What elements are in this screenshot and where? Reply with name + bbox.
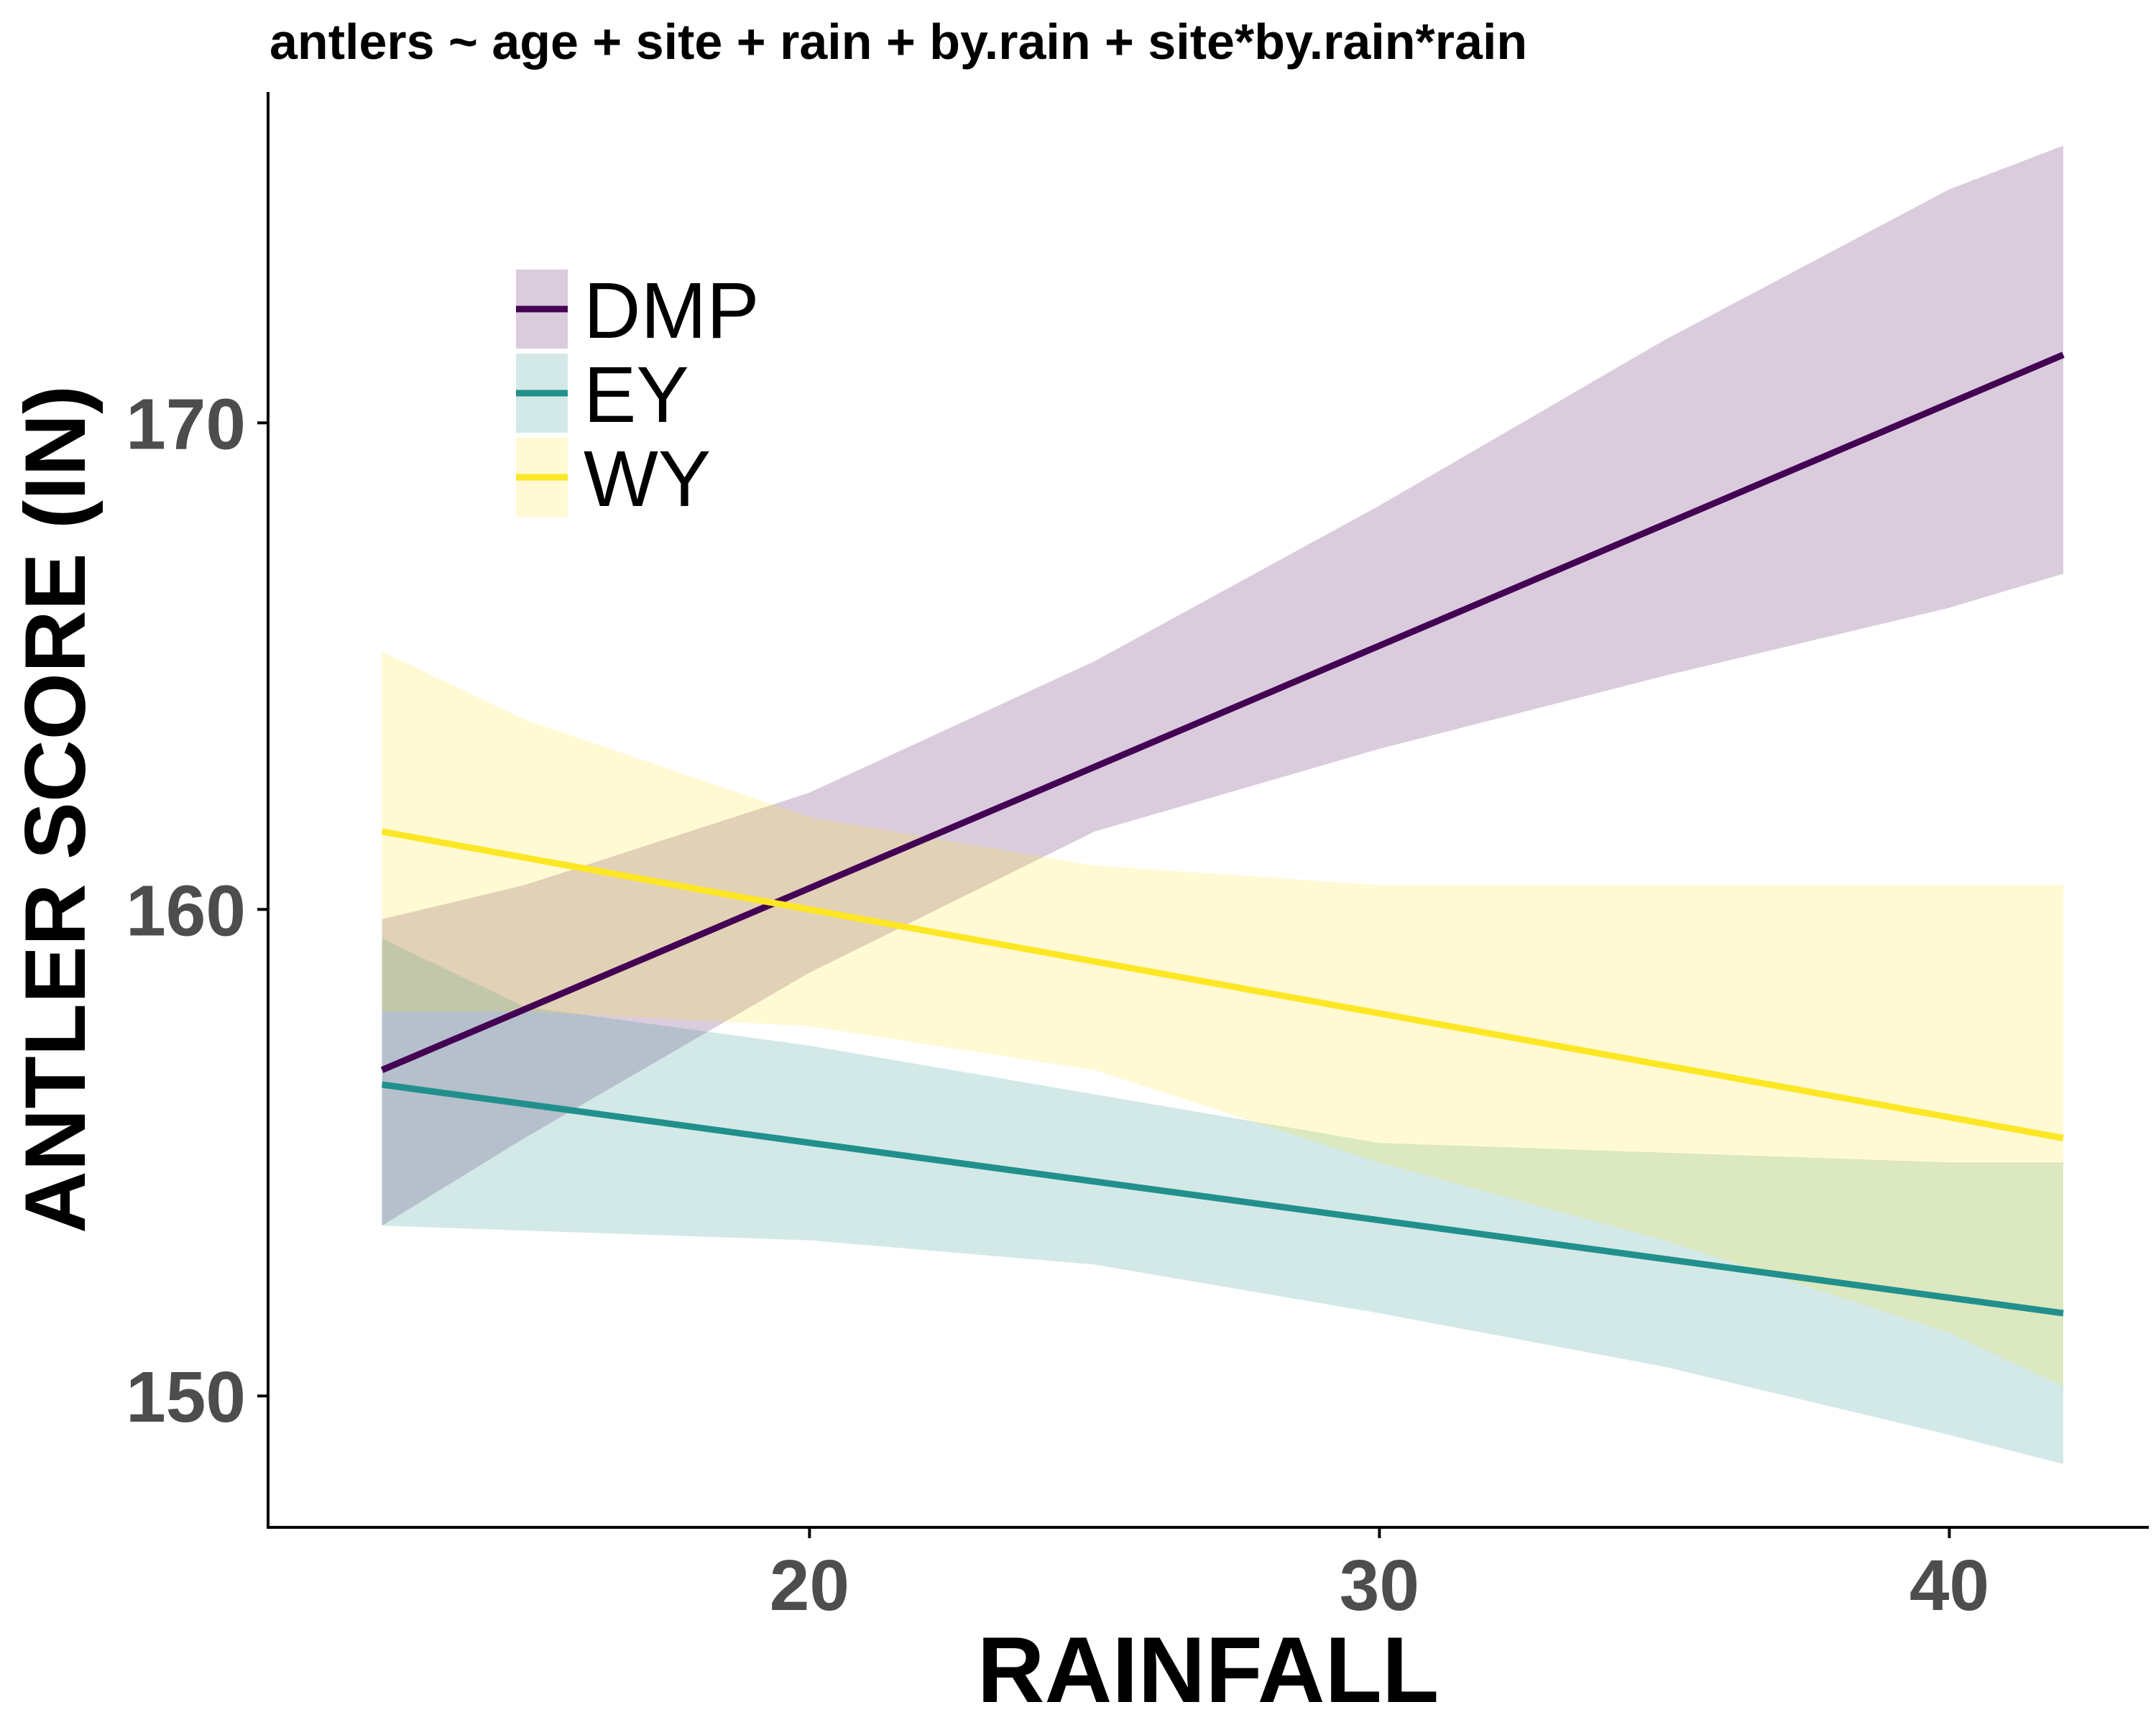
x-tick-label: 30 [1340,1545,1419,1626]
series-lines [380,351,2065,1317]
ribbon-wy [382,651,2063,1386]
x-tick-label: 40 [1909,1545,1989,1626]
line-ey [381,1081,2064,1317]
ribbon-dmp [382,145,2063,1226]
line-wy [381,828,2064,1141]
y-axis-ticks: 150 160 170 [126,384,268,1438]
chart-title: antlers ~ age + site + rain + by.rain + … [270,14,1527,70]
line-dmp [380,351,2065,1073]
y-axis-title: ANTLER SCORE (IN) [7,385,103,1233]
legend-label-dmp: DMP [584,267,759,355]
legend-label-wy: WY [584,435,711,523]
x-tick-label: 20 [770,1545,849,1626]
y-tick-label: 160 [126,870,246,951]
x-axis-ticks: 20 30 40 [770,1527,1989,1626]
x-axis-title: RAINFALL [977,1617,1439,1722]
legend-label-ey: EY [584,351,689,439]
y-tick-label: 150 [126,1357,246,1438]
y-tick-label: 170 [126,384,246,464]
